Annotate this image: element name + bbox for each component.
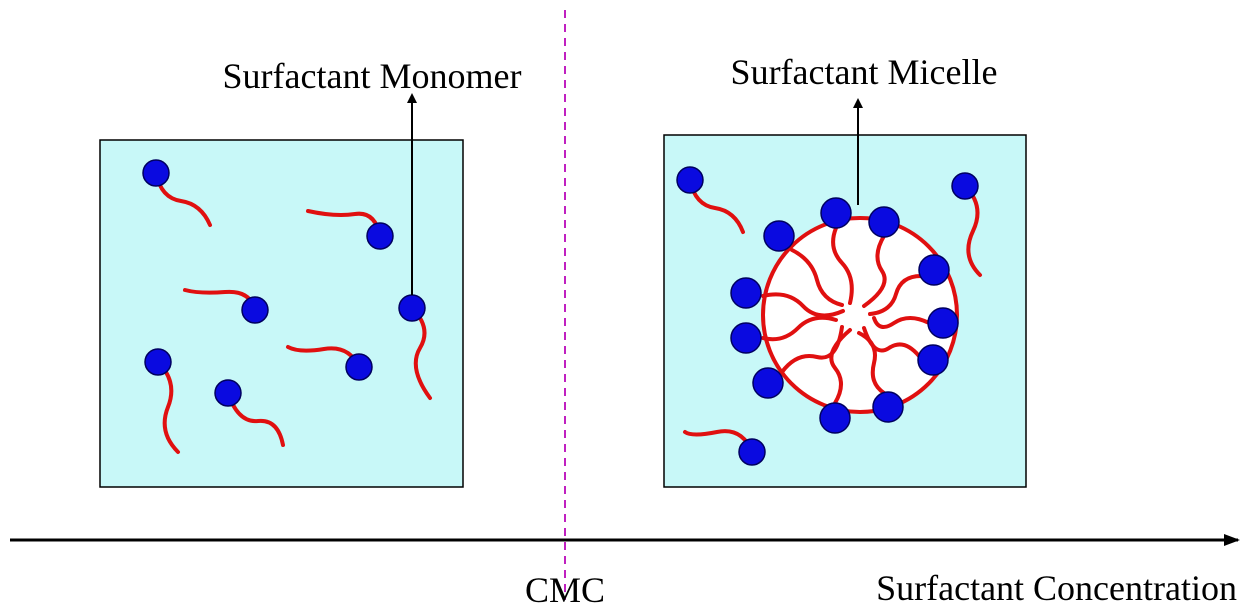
cmc-label: CMC [525,570,605,610]
axis-label: Surfactant Concentration [876,568,1237,608]
monomer-label: Surfactant Monomer [223,56,522,96]
right-box [664,103,1026,487]
left-box [100,98,463,487]
diagram: Surfactant Monomer Surfactant Micelle CM… [0,0,1247,611]
micelle-label: Surfactant Micelle [731,52,998,92]
